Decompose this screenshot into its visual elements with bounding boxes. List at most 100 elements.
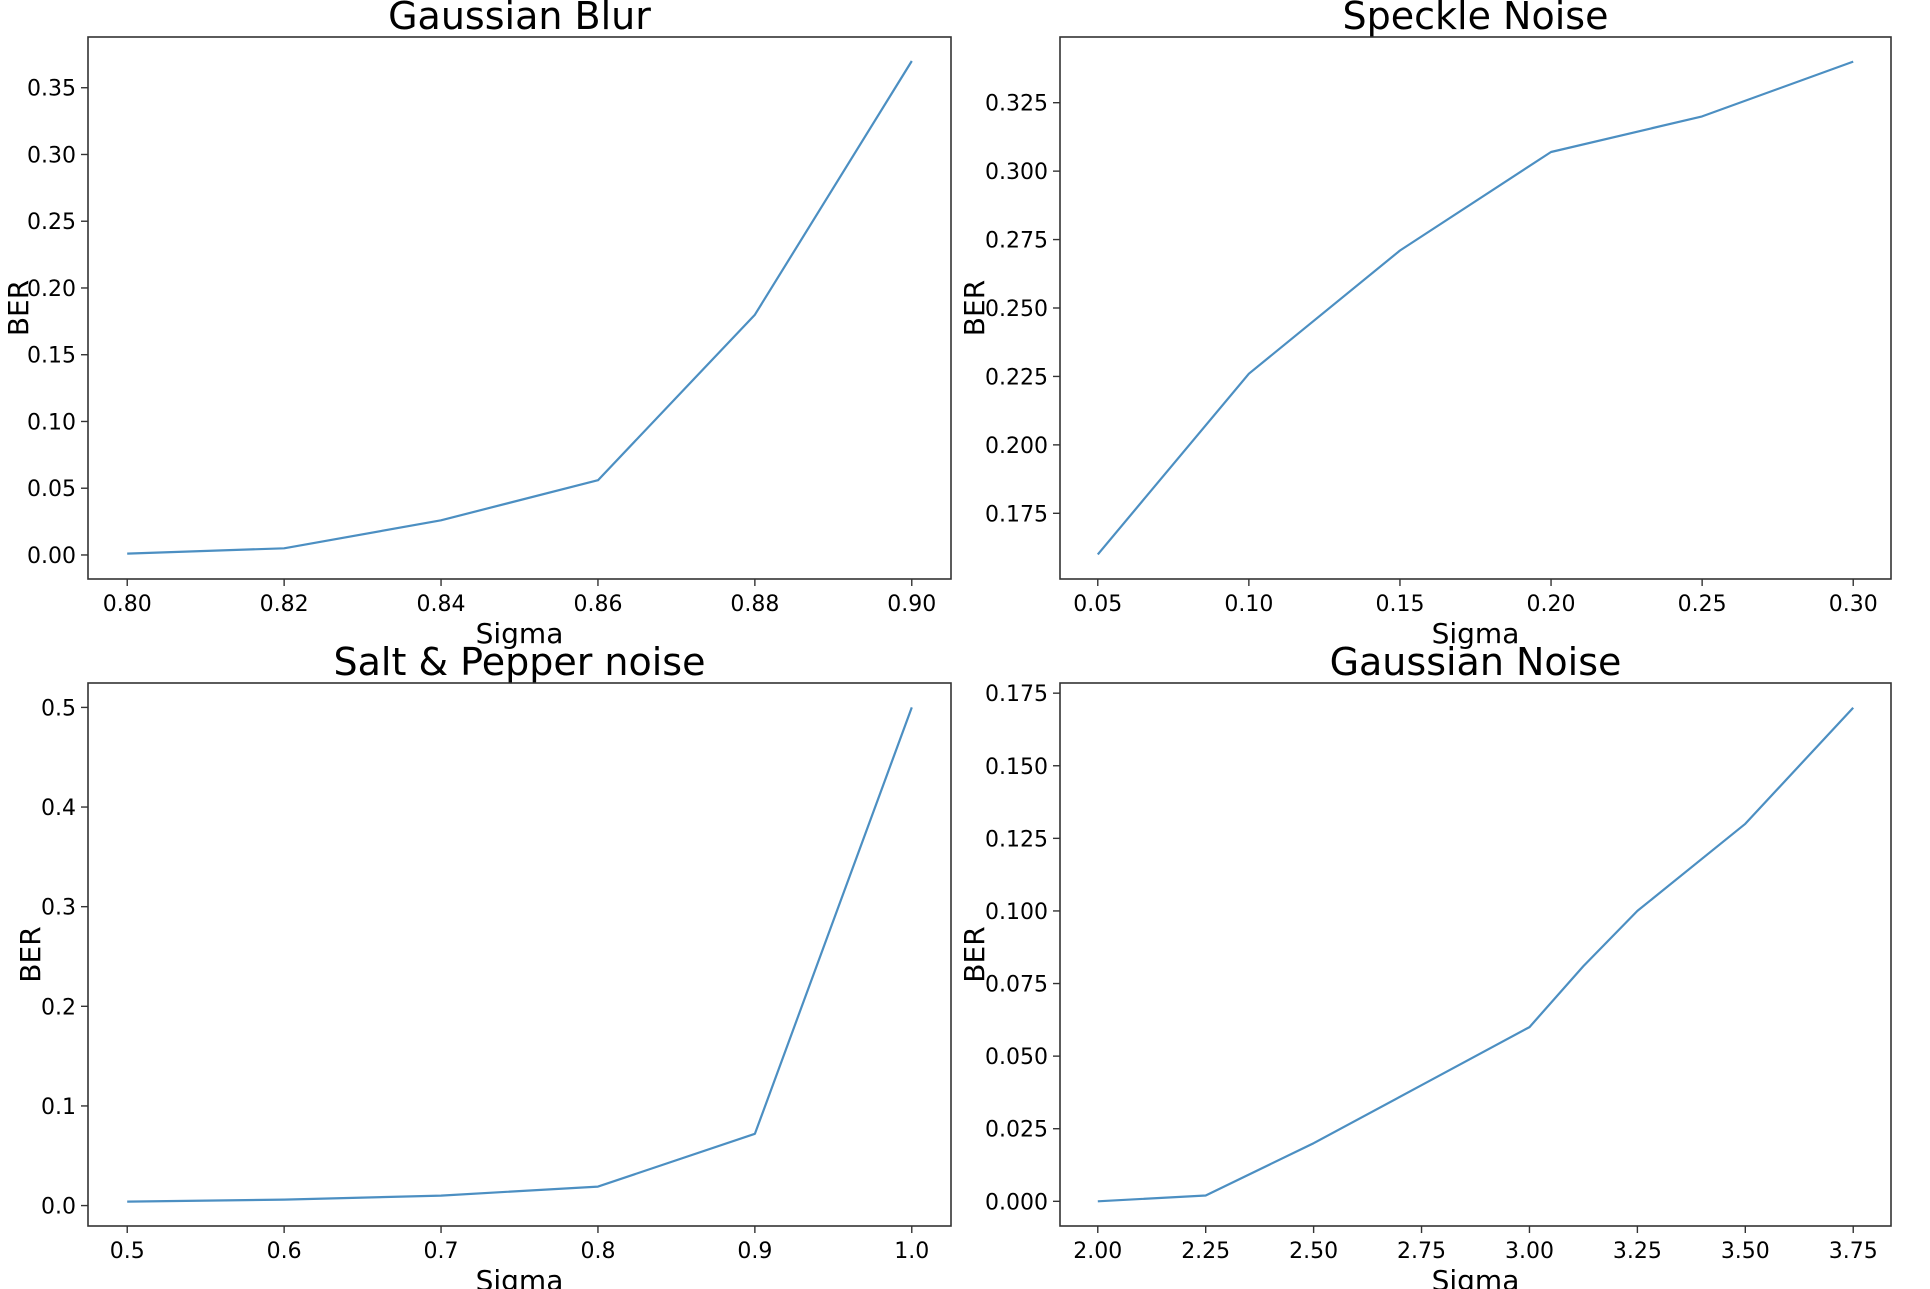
y-tick-label: 0.0 xyxy=(41,1195,76,1220)
data-point xyxy=(281,545,287,551)
data-point xyxy=(1526,1024,1532,1030)
x-tick-label: 0.20 xyxy=(1527,592,1576,617)
y-tick-label: 0.150 xyxy=(985,755,1048,780)
x-tick-label: 0.5 xyxy=(110,1239,145,1264)
x-tick-label: 3.25 xyxy=(1613,1239,1662,1264)
x-tick-label: 1.0 xyxy=(894,1239,929,1264)
plot-frame xyxy=(87,36,952,580)
y-axis-label: BER xyxy=(14,926,47,982)
y-tick-label: 0.05 xyxy=(27,477,76,502)
data-point xyxy=(281,1197,287,1203)
data-point xyxy=(1850,59,1856,65)
y-tick-label: 0.175 xyxy=(985,682,1048,707)
data-point xyxy=(595,1184,601,1190)
x-tick-label: 3.50 xyxy=(1721,1239,1770,1264)
data-point xyxy=(124,551,130,557)
y-tick-label: 0.200 xyxy=(985,434,1048,459)
data-point xyxy=(1203,1193,1209,1199)
x-axis-label: Sigma xyxy=(476,617,564,650)
chart-panel-2: Speckle Noise 0.05 0.10 0.15 0.20 0.25 0.30 0.1… xyxy=(958,0,1892,650)
data-point xyxy=(438,1193,444,1199)
x-tick-label: 0.86 xyxy=(573,592,622,617)
data-point xyxy=(438,517,444,523)
x-axis-label: Sigma xyxy=(1432,617,1520,650)
y-tick-label: 0.050 xyxy=(985,1045,1048,1070)
data-point xyxy=(1634,908,1640,914)
series-line xyxy=(1096,60,1854,556)
y-tick-label: 0.000 xyxy=(985,1190,1048,1215)
x-tick-label: 0.10 xyxy=(1224,592,1273,617)
y-tick-label: 0.25 xyxy=(27,210,76,235)
x-tick-label: 0.05 xyxy=(1073,592,1122,617)
y-tick-label: 0.250 xyxy=(985,297,1048,322)
chart-panel-4: Gaussian Noise 2.00 2.25 2.50 2.75 3.00 3.25 3.… xyxy=(958,640,1892,1289)
x-tick-label: 0.88 xyxy=(730,592,779,617)
data-point xyxy=(1548,149,1554,155)
data-point xyxy=(1419,1082,1425,1088)
y-tick-label: 0.30 xyxy=(27,143,76,168)
y-tick-label: 0.3 xyxy=(41,896,76,921)
y-axis-label: BER xyxy=(958,280,991,336)
x-tick-label: 0.8 xyxy=(580,1239,615,1264)
data-point xyxy=(1397,248,1403,254)
data-point xyxy=(124,1199,130,1205)
x-axis-label: Sigma xyxy=(476,1264,564,1289)
x-tick-label: 0.82 xyxy=(260,592,309,617)
data-point xyxy=(1580,963,1586,969)
y-tick-label: 0.1 xyxy=(41,1095,76,1120)
y-tick-label: 0.5 xyxy=(41,696,76,721)
chart-panel-3: Salt & Pepper noise 0.5 0.6 0.7 0.8 0.9 1.0 0.0… xyxy=(14,640,952,1289)
y-tick-label: 0.2 xyxy=(41,995,76,1020)
plot-frame xyxy=(1059,682,1892,1227)
x-tick-label: 2.50 xyxy=(1289,1239,1338,1264)
x-tick-label: 2.75 xyxy=(1397,1239,1446,1264)
x-tick-label: 0.6 xyxy=(267,1239,302,1264)
y-tick-label: 0.35 xyxy=(27,77,76,102)
plot-frame xyxy=(87,682,952,1227)
series-line xyxy=(127,707,913,1203)
chart-title: Salt & Pepper noise xyxy=(334,640,706,684)
chart-title: Speckle Noise xyxy=(1343,0,1609,38)
x-tick-label: 2.25 xyxy=(1181,1239,1230,1264)
x-tick-label: 0.7 xyxy=(424,1239,459,1264)
plot-frame xyxy=(1059,36,1892,580)
y-tick-label: 0.175 xyxy=(985,502,1048,527)
y-tick-label: 0.00 xyxy=(27,544,76,569)
y-tick-label: 0.4 xyxy=(41,796,76,821)
data-point xyxy=(1850,705,1856,711)
x-axis-label: Sigma xyxy=(1432,1264,1520,1289)
data-point xyxy=(1699,113,1705,119)
data-point xyxy=(1095,551,1101,557)
y-tick-label: 0.20 xyxy=(27,277,76,302)
chart-title: Gaussian Blur xyxy=(388,0,651,38)
x-tick-label: 0.15 xyxy=(1375,592,1424,617)
x-tick-label: 0.84 xyxy=(417,592,466,617)
x-tick-label: 3.00 xyxy=(1505,1239,1554,1264)
data-point xyxy=(752,1131,758,1137)
data-point xyxy=(1311,1140,1317,1146)
y-tick-label: 0.275 xyxy=(985,229,1048,254)
data-point xyxy=(1095,1198,1101,1204)
data-point xyxy=(752,312,758,318)
chart-panel-1: Gaussian Blur 0.80 0.82 0.84 0.86 0.88 0.90 0.0… xyxy=(2,0,952,650)
x-tick-label: 0.25 xyxy=(1678,592,1727,617)
data-point xyxy=(909,704,915,710)
series-line xyxy=(127,60,913,555)
x-tick-label: 0.80 xyxy=(103,592,152,617)
y-tick-label: 0.300 xyxy=(985,160,1048,185)
series-line xyxy=(1097,706,1855,1203)
x-tick-label: 0.9 xyxy=(737,1239,772,1264)
x-tick-label: 3.75 xyxy=(1829,1239,1878,1264)
y-tick-label: 0.025 xyxy=(985,1118,1048,1143)
data-point xyxy=(595,477,601,483)
y-tick-label: 0.10 xyxy=(27,410,76,435)
x-tick-label: 2.00 xyxy=(1073,1239,1122,1264)
x-tick-label: 0.90 xyxy=(887,592,936,617)
data-point xyxy=(1742,821,1748,827)
y-tick-label: 0.125 xyxy=(985,827,1048,852)
y-tick-label: 0.075 xyxy=(985,973,1048,998)
data-point xyxy=(909,58,915,64)
y-tick-label: 0.100 xyxy=(985,900,1048,925)
y-axis-label: BER xyxy=(958,926,991,982)
